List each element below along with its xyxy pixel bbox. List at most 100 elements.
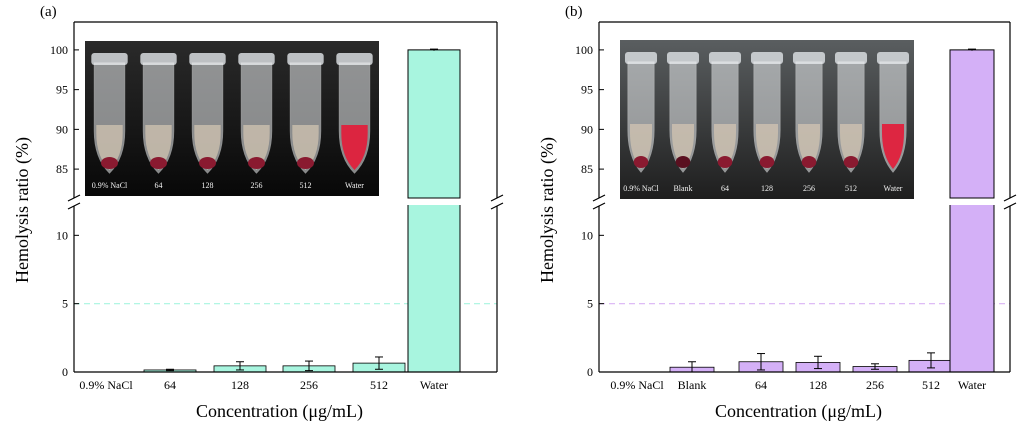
x-tick-label: 128 [231, 378, 249, 392]
tube-cap [708, 52, 742, 64]
axis-break-mark [1003, 202, 1017, 210]
bar [949, 49, 995, 199]
axis-break-mark [490, 202, 504, 210]
x-tick-label: Water [420, 378, 448, 392]
chart-panel-b: (b) 85 90 95 100 0 5 10 0.9% NaCl Blank 64 128 256 51… [537, 4, 1017, 422]
axis-break-mark [592, 202, 606, 210]
y-tick-label: 10 [56, 228, 68, 242]
photo-tube-label: 256 [251, 181, 263, 190]
y-tick-label: 5 [587, 297, 593, 311]
y-tick-label: 0 [587, 365, 593, 379]
photo-tube-label: 256 [803, 184, 815, 193]
x-tick-label: Blank [678, 378, 707, 392]
x-tick-label: 256 [300, 378, 318, 392]
y-tick-label: 90 [581, 122, 593, 136]
photo-tube-label: 0.9% NaCl [623, 184, 659, 193]
tube-cap [189, 53, 226, 65]
x-axis-title: Concentration (μg/mL) [715, 401, 882, 422]
y-tick-label: 85 [56, 162, 68, 176]
tube-pellet [296, 157, 315, 169]
photo-tube-label: Water [884, 184, 903, 193]
tube-supernatant [629, 124, 653, 169]
tube-pellet [198, 157, 217, 169]
tube-pellet [247, 157, 266, 169]
y-axis-title: Hemolysis ratio (%) [537, 137, 558, 283]
y-tick-label: 5 [62, 297, 68, 311]
tube-cap [336, 53, 373, 65]
axis-break-mark [1003, 194, 1017, 202]
photo-tube-label: Water [345, 181, 364, 190]
photo-tube-label: 128 [202, 181, 214, 190]
x-tick-label: 512 [922, 378, 940, 392]
axis-break-mark [67, 202, 81, 210]
tube-pellet [633, 156, 649, 168]
y-tick-label: 95 [56, 83, 68, 97]
tube-cap [876, 52, 910, 64]
axis-break-mark [592, 194, 606, 202]
tube-photo: 0.9% NaCl 64 128 256 512 Water [85, 41, 379, 196]
photo-tube-label: 64 [155, 181, 163, 190]
tube-supernatant [755, 124, 779, 169]
tube-cap [834, 52, 868, 64]
tube-supernatant [797, 124, 821, 169]
tube-pellet [717, 156, 733, 168]
bar [949, 201, 995, 373]
photo-tube-label: 64 [721, 184, 729, 193]
photo-tube-label: 512 [300, 181, 312, 190]
tube-cap [666, 52, 700, 64]
y-tick-label: 100 [50, 43, 68, 57]
tube-lysed-blood [341, 125, 368, 170]
axis-break-mark [67, 194, 81, 202]
tube-pellet [843, 156, 859, 168]
tube-cap [750, 52, 784, 64]
x-tick-label: 128 [809, 378, 827, 392]
bar-break-gap [407, 199, 461, 205]
x-tick-label: 0.9% NaCl [610, 378, 664, 392]
tube-cap [140, 53, 177, 65]
panel-label: (b) [565, 4, 583, 20]
bar [407, 49, 461, 199]
y-axis-title: Hemolysis ratio (%) [12, 137, 33, 283]
tube-pellet [759, 156, 775, 168]
bar-break-gap [949, 199, 995, 205]
tube-lysed-blood [881, 124, 905, 169]
photo-tube-label: 128 [761, 184, 773, 193]
tube-pellet [801, 156, 817, 168]
tube-supernatant [194, 125, 221, 170]
tube-cap [238, 53, 275, 65]
tube-cap [287, 53, 324, 65]
y-tick-label: 100 [575, 43, 593, 57]
tube-supernatant [243, 125, 270, 170]
tube-pellet [100, 157, 119, 169]
x-tick-label: 0.9% NaCl [79, 378, 133, 392]
tube-supernatant [145, 125, 172, 170]
x-tick-label: 256 [866, 378, 884, 392]
x-tick-label: 64 [755, 378, 767, 392]
bar [407, 201, 461, 373]
axis-break-mark [490, 194, 504, 202]
panel-label: (a) [40, 4, 57, 20]
x-tick-label: 512 [370, 378, 388, 392]
tube-photo: 0.9% NaCl Blank 64 128 256 512 Water [620, 40, 914, 199]
photo-tube-label: 0.9% NaCl [92, 181, 128, 190]
tube-pellet [149, 157, 168, 169]
x-tick-label: Water [958, 378, 986, 392]
tube-cap [624, 52, 658, 64]
photo-tube-label: 512 [845, 184, 857, 193]
tube-supernatant [292, 125, 319, 170]
photo-tube-label: Blank [673, 184, 692, 193]
tube-supernatant [671, 124, 695, 169]
x-tick-label: 64 [164, 378, 176, 392]
y-tick-label: 90 [56, 122, 68, 136]
y-tick-label: 0 [62, 365, 68, 379]
tube-supernatant [713, 124, 737, 169]
chart-panel-a: (a) 85 90 95 100 0 5 10 0.9% NaCl 64 128 256 512 Wate… [12, 4, 504, 422]
photo-background [85, 41, 379, 196]
tube-cap [91, 53, 128, 65]
y-tick-label: 10 [581, 228, 593, 242]
tube-cap [792, 52, 826, 64]
x-axis-title: Concentration (μg/mL) [196, 401, 363, 422]
y-tick-label: 85 [581, 162, 593, 176]
tube-pellet [675, 156, 691, 168]
